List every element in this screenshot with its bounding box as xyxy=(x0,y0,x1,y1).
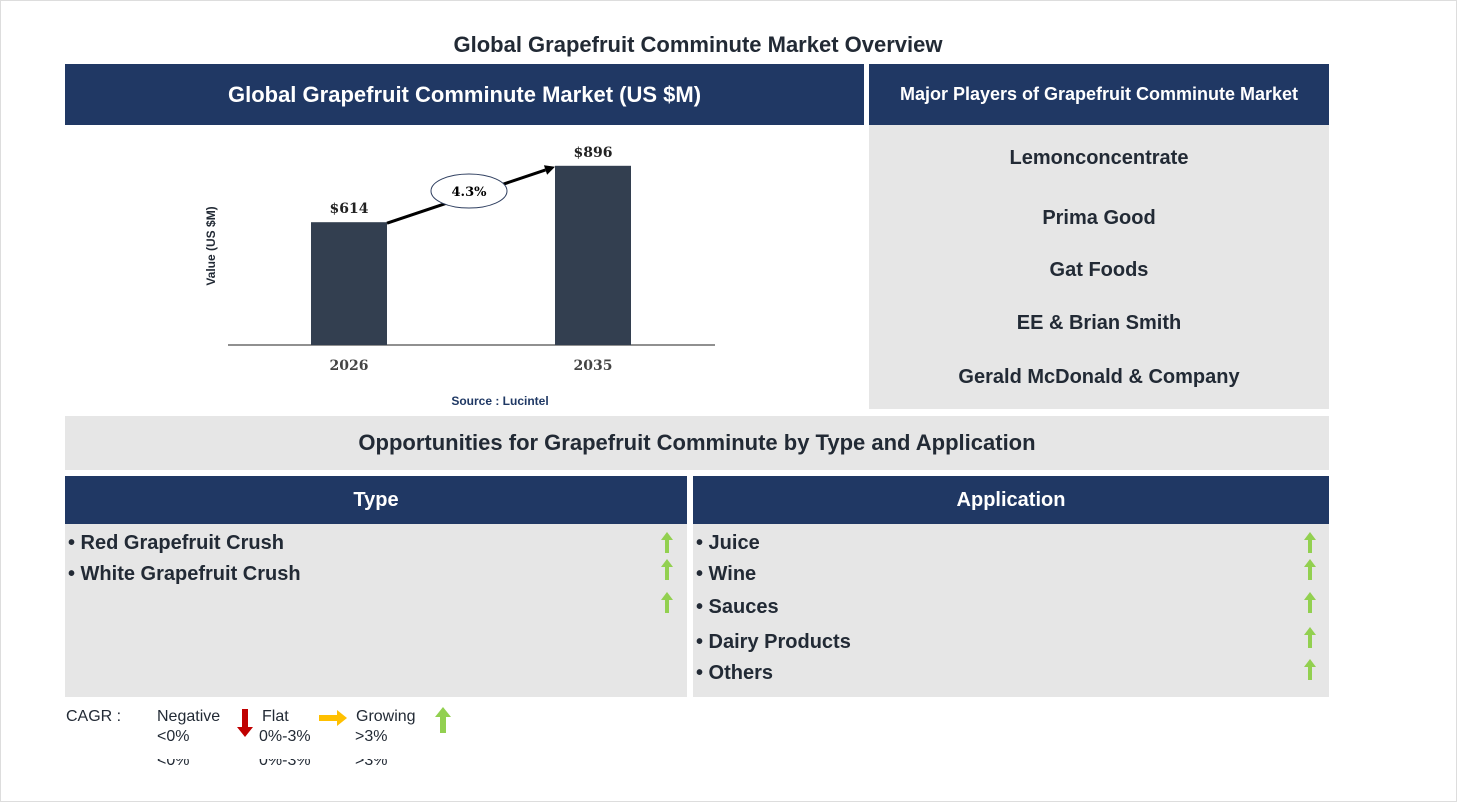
cagr-bubble xyxy=(430,173,508,209)
right-arrow-icon xyxy=(319,710,347,726)
up-arrow-icon xyxy=(1304,627,1316,648)
players-panel xyxy=(869,125,1329,409)
bar-2026 xyxy=(311,222,387,345)
chart-source: Source : Lucintel xyxy=(451,394,549,408)
application-panel xyxy=(693,524,1329,697)
chart-panel-header: Global Grapefruit Comminute Market (US $… xyxy=(65,64,864,125)
cagr-arrow-head xyxy=(543,165,555,175)
up-arrow-icon xyxy=(1304,532,1316,553)
legend-negative-range: <0% xyxy=(157,728,190,745)
player-item: Prima Good xyxy=(1042,207,1156,229)
bar-value-label: $896 xyxy=(574,145,613,161)
up-arrow-icon xyxy=(661,592,673,613)
player-item: Lemonconcentrate xyxy=(1009,147,1189,169)
application-item: • Juice xyxy=(696,532,760,554)
legend-flat-range-ghost: 0%-3% xyxy=(259,759,311,767)
legend-ghost-row: <0% 0%-3% >3% xyxy=(1,759,501,767)
legend-growing-range: >3% xyxy=(355,728,388,745)
application-item: • Sauces xyxy=(696,596,779,618)
players-header: Major Players of Grapefruit Comminute Ma… xyxy=(869,64,1329,125)
page-title: Global Grapefruit Comminute Market Overv… xyxy=(453,32,943,57)
legend-negative-range-ghost: <0% xyxy=(157,759,189,767)
application-item: • Dairy Products xyxy=(696,631,851,653)
up-arrow-icon xyxy=(435,707,451,733)
bar-value-label: $614 xyxy=(330,201,369,217)
type-header: Type xyxy=(65,476,687,524)
up-arrow-icon xyxy=(1304,659,1316,680)
type-item: • White Grapefruit Crush xyxy=(68,563,301,585)
player-item: Gat Foods xyxy=(1049,259,1149,281)
opportunities-title: Opportunities for Grapefruit Comminute b… xyxy=(65,416,1329,470)
legend-growing-range-ghost: >3% xyxy=(355,759,387,767)
type-item: • Red Grapefruit Crush xyxy=(68,532,284,554)
up-arrow-icon xyxy=(661,559,673,580)
legend-negative-name: Negative xyxy=(157,708,221,725)
x-tick-label: 2035 xyxy=(574,358,613,374)
y-axis-label: Value (US $M) xyxy=(204,206,218,285)
application-item: • Others xyxy=(696,662,774,684)
player-item: Gerald McDonald & Company xyxy=(958,366,1240,388)
bar-chart: Value (US $M) $614 2026 $896 2035 4.3% xyxy=(204,145,715,374)
application-item: • Wine xyxy=(696,563,757,585)
application-header: Application xyxy=(693,476,1329,524)
cagr-label: 4.3% xyxy=(452,185,488,200)
up-arrow-icon xyxy=(661,532,673,553)
legend-label: CAGR : xyxy=(66,708,122,725)
up-arrow-icon xyxy=(1304,592,1316,613)
player-item: EE & Brian Smith xyxy=(1016,312,1182,334)
down-arrow-icon xyxy=(237,709,253,737)
legend-flat-name: Flat xyxy=(262,708,289,725)
legend-flat-range: 0%-3% xyxy=(259,728,311,745)
legend-growing-name: Growing xyxy=(356,708,416,725)
up-arrow-icon xyxy=(1304,559,1316,580)
x-tick-label: 2026 xyxy=(330,358,369,374)
type-panel xyxy=(65,524,687,697)
bar-2035 xyxy=(555,165,631,345)
